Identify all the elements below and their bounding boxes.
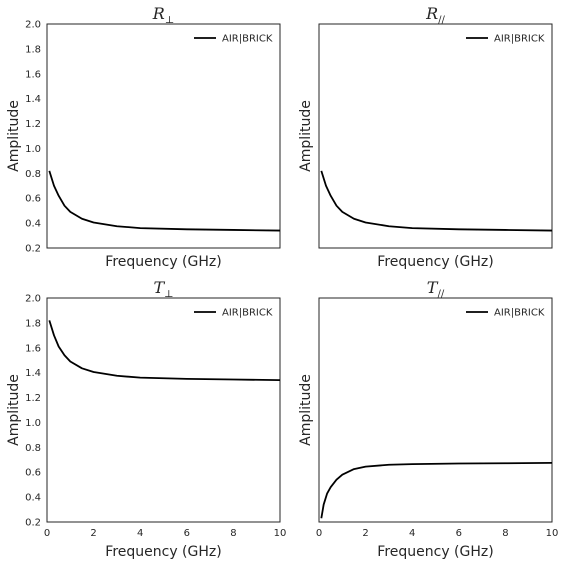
y-tick-label: 1.2	[25, 393, 41, 404]
series-line	[320, 170, 553, 232]
y-tick-label: 0.4	[25, 219, 41, 230]
y-tick-label: 1.4	[25, 94, 41, 105]
subplot-title: R⊥	[152, 4, 174, 26]
title-subscript: //	[438, 15, 445, 26]
legend: AIR|BRICK	[466, 34, 545, 45]
y-tick-label: 2.0	[25, 294, 41, 305]
subplot-title: T⊥	[153, 278, 173, 300]
title-subscript: ⊥	[164, 289, 173, 300]
subplot-1: R⊥ 0.2 0.4 0.6 0.8 1.0 1.2 1.4 1.6 1.8 2.0 Frequenc…	[6, 4, 281, 270]
legend-label: AIR|BRICK	[222, 308, 273, 319]
y-tick-label: 1.6	[25, 343, 41, 354]
y-tick-label: 1.8	[25, 318, 41, 329]
y-tick-label: 2.0	[25, 20, 41, 31]
y-tick-label: 1.0	[25, 418, 41, 429]
title-subscript: ⊥	[165, 15, 174, 26]
series-line	[320, 461, 553, 519]
y-axis-label: Amplitude	[298, 100, 314, 172]
y-tick-label: 0.4	[25, 493, 41, 504]
y-axis-label: Amplitude	[6, 100, 22, 172]
x-tick-label: 8	[230, 528, 236, 539]
legend: AIR|BRICK	[194, 308, 273, 319]
legend-label: AIR|BRICK	[222, 34, 273, 45]
subplot-3: T⊥ 0.2 0.4 0.6 0.8 1.0 1.2 1.4 1.6 1.8 2.0 0 2 4 6 8 10 F…	[6, 278, 286, 560]
subplot-title: R//	[425, 4, 445, 26]
plot-frame	[46, 23, 281, 249]
y-tick-label: 1.2	[25, 119, 41, 130]
legend-label: AIR|BRICK	[494, 34, 545, 45]
x-tick-label: 2	[90, 528, 96, 539]
title-main: T	[153, 278, 165, 297]
x-tick-label: 4	[137, 528, 143, 539]
title-main: R	[152, 4, 165, 23]
x-tick-label: 4	[409, 528, 415, 539]
x-tick-label: 6	[456, 528, 462, 539]
plot-frame	[46, 297, 281, 523]
y-tick-label: 0.6	[25, 194, 41, 205]
x-tick-label: 2	[362, 528, 368, 539]
subplot-2: R// Frequency (GHz) Amplitude AIR|BRICK	[298, 4, 553, 270]
y-tick-label: 0.2	[25, 244, 41, 255]
x-tick-label: 10	[546, 528, 559, 539]
series-line	[48, 170, 281, 232]
y-tick-label: 0.2	[25, 518, 41, 529]
plot-frame	[318, 23, 553, 249]
legend: AIR|BRICK	[466, 308, 545, 319]
x-tick-label: 0	[316, 528, 322, 539]
x-axis-label: Frequency (GHz)	[105, 254, 221, 270]
y-tick-label: 1.4	[25, 368, 41, 379]
y-tick-label: 1.0	[25, 144, 41, 155]
x-tick-label: 8	[502, 528, 508, 539]
y-tick-label: 1.6	[25, 69, 41, 80]
x-tick-label: 0	[44, 528, 50, 539]
y-tick-label: 0.8	[25, 169, 41, 180]
title-subscript: //	[437, 289, 444, 300]
x-axis-label: Frequency (GHz)	[377, 254, 493, 270]
y-tick-label: 0.6	[25, 468, 41, 479]
y-tick-label: 1.8	[25, 44, 41, 55]
subplot-title: T//	[427, 278, 445, 300]
y-axis-label: Amplitude	[6, 374, 22, 446]
x-tick-label: 6	[184, 528, 190, 539]
x-axis-label: Frequency (GHz)	[377, 544, 493, 560]
y-axis-label: Amplitude	[298, 374, 314, 446]
plot-frame	[318, 297, 553, 523]
subplot-4: T// 0 2 4 6 8 10 Frequency (GHz) Amplitude AIR|BR…	[298, 278, 558, 560]
legend: AIR|BRICK	[194, 34, 273, 45]
x-tick-label: 10	[274, 528, 287, 539]
legend-label: AIR|BRICK	[494, 308, 545, 319]
x-axis-label: Frequency (GHz)	[105, 544, 221, 560]
y-tick-label: 0.8	[25, 443, 41, 454]
series-line	[48, 320, 281, 382]
title-main: T	[427, 278, 439, 297]
title-main: R	[425, 4, 438, 23]
